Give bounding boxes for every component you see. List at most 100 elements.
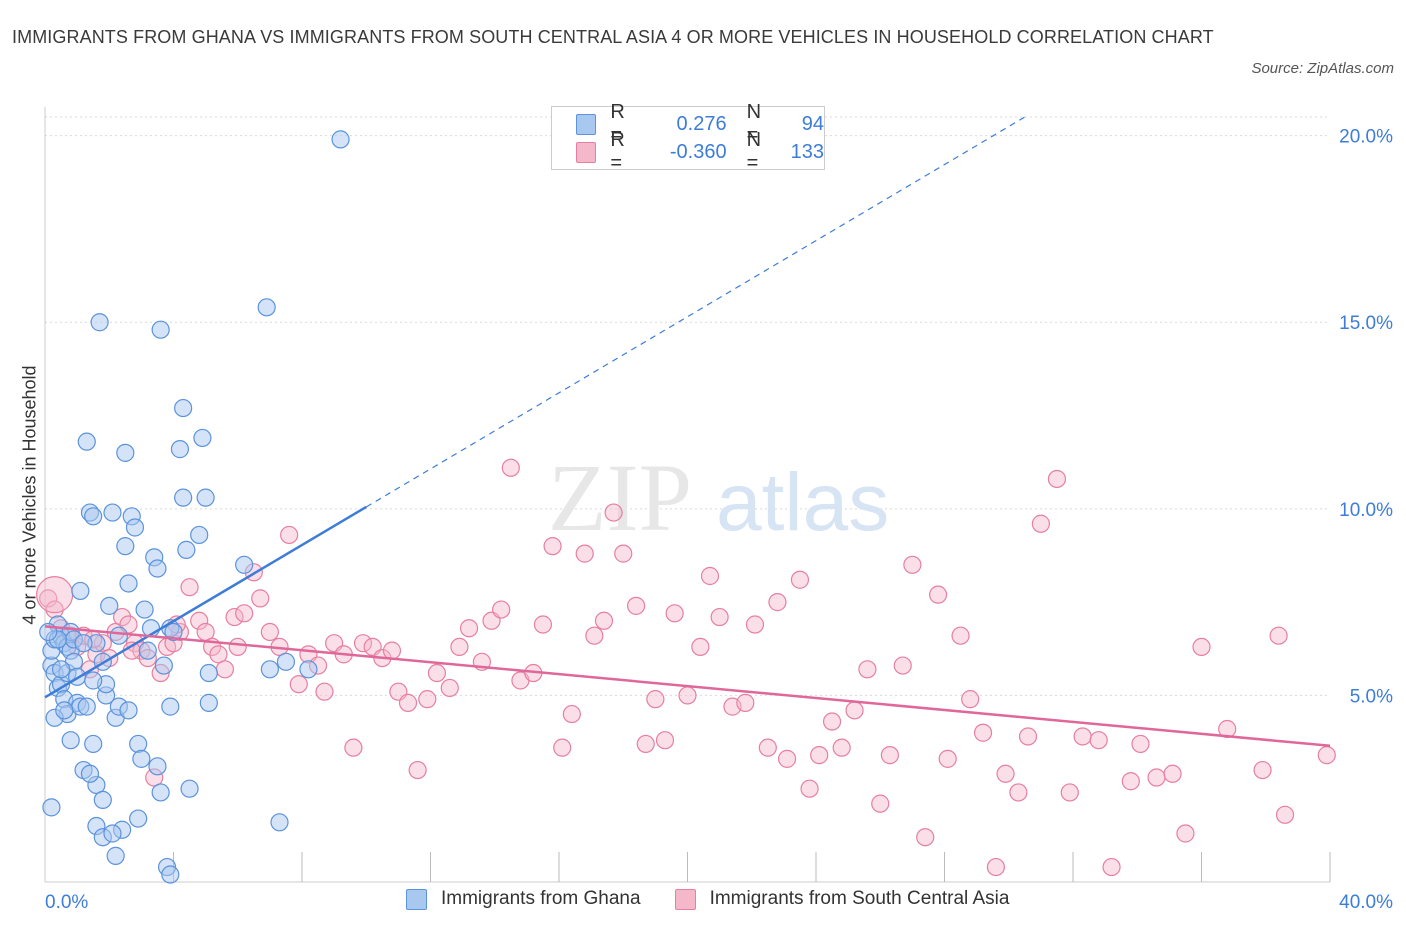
sca-point [225,607,244,627]
sca-point [777,749,797,768]
ghana-point [129,734,148,754]
ghana-point [180,779,199,798]
sca-point [427,663,447,683]
sca-point [655,731,675,750]
sca-point [1031,514,1050,533]
ghana-point [55,701,74,720]
ghana-point [199,663,218,683]
ghana-point [84,734,103,754]
sca-point [280,525,299,545]
ghana-point [138,641,157,660]
sca-point [880,746,899,765]
watermark-atlas: atlas [716,457,889,548]
sca-point [228,637,247,657]
sca-point [251,589,270,608]
source-label: Source: ZipAtlas.com [1251,60,1394,77]
sca-point [646,690,665,709]
sca-point [736,693,755,712]
sca-point [636,734,655,754]
sca-point [553,738,572,757]
sca-point [353,634,373,653]
ghana-point [257,298,276,317]
sca-point [1275,805,1295,824]
legend-row-sca: R = -0.360 N = 133 [576,129,824,174]
sca-point [39,589,58,608]
sca-trend-line [44,625,1331,748]
sca-point [344,738,363,757]
sca-point-large [36,576,74,614]
ghana-point [270,813,289,832]
y-axis-label: 4 or more Vehicles in Household [19,365,40,625]
sca-swatch [576,141,597,163]
sca-point [1218,719,1237,739]
sca-point [492,600,511,619]
ghana-point [74,634,93,653]
sca-point [996,764,1015,783]
sca-point [418,690,437,709]
ghana-point [90,313,109,332]
sca-point [533,615,553,634]
legend-r-label: R = [610,129,625,174]
ghana-point [84,671,103,690]
sca-point [1147,768,1166,787]
ghana-point [84,507,103,526]
sca-point [1018,727,1038,746]
ghana-point [42,798,61,817]
sca-point [790,570,810,589]
sca-point [951,626,970,645]
sca-point [691,637,710,657]
sca-point [938,749,957,768]
ghana-point [61,731,80,750]
ghana-point [199,693,218,712]
sca-point [973,723,993,742]
sca-point [459,619,479,638]
stats-legend: R = 0.276 N = 94 R = -0.360 N = 133 [551,101,825,174]
x-tick-label: 40.0% [1339,892,1393,913]
sca-point [289,675,308,694]
sca-point [614,544,633,563]
sca-point [710,607,729,627]
sca-point [745,615,765,634]
ghana-point [193,428,212,448]
ghana-point [93,790,112,810]
sca-point [1192,637,1211,657]
sca-point [235,604,254,623]
ghana-legend-label: Immigrants from Ghana [441,888,641,909]
sca-point [768,593,787,612]
ghana-point [190,525,209,545]
sca-point [594,611,614,630]
sca-point [450,637,469,657]
legend-item-sca[interactable]: Immigrants from South Central Asia [674,888,1009,910]
ghana-point [177,540,196,559]
gridlines [45,116,1330,696]
sca-point [822,712,842,731]
ghana-point [299,660,318,679]
ghana-point [80,764,100,783]
sca-point [215,660,234,679]
ghana-point [51,660,71,679]
legend-item-ghana[interactable]: Immigrants from Ghana [406,888,641,910]
ghana-trend-line [44,505,367,699]
sca-point [1060,783,1079,802]
sca-point [928,585,948,604]
sca-point [665,604,684,623]
sca-point [858,660,877,679]
sca-point [382,641,402,660]
ghana-point [77,697,96,716]
ghana-n-value: 94 [801,112,824,135]
sca-point [1131,734,1150,754]
sca-point [1163,764,1182,783]
sca-point [1253,760,1272,780]
ghana-point [135,600,154,619]
ghana-legend-swatch [406,888,427,910]
sca-point [626,596,646,615]
legend-n-label: N = [746,101,762,146]
sca-point [1073,727,1092,746]
series-legend: Immigrants from Ghana Immigrants from So… [406,888,1043,910]
ghana-point [260,660,279,679]
sca-point [810,746,829,765]
tick-labels: 5.0% 10.0% 15.0% 20.0% 0.0% 40.0% [45,127,1393,913]
sca-point [758,738,777,757]
ghana-point [100,596,119,615]
